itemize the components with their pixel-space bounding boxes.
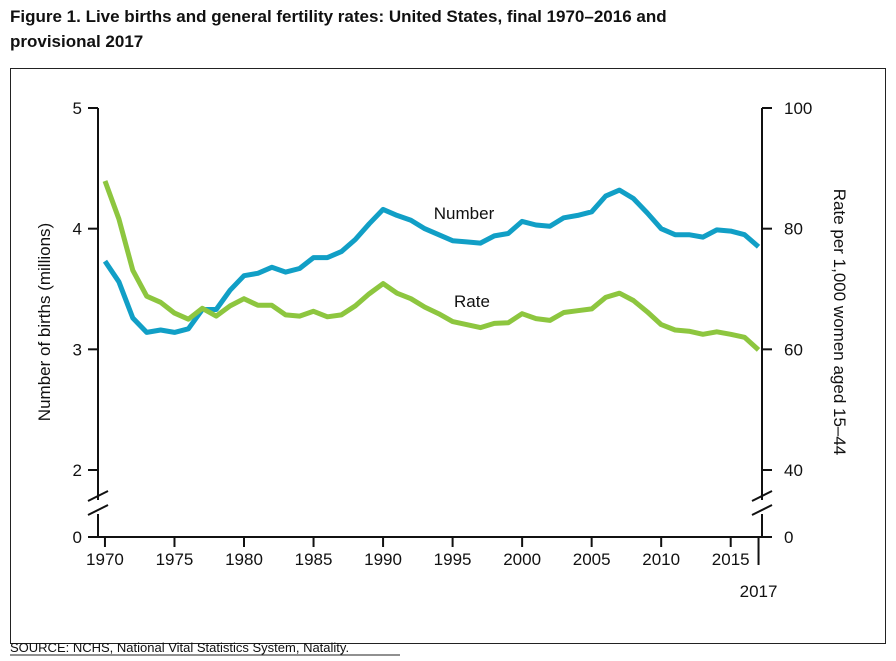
y-axis-label: Number of births (millions) [35, 223, 54, 421]
x-tick-label: 1990 [364, 550, 402, 569]
y2-tick-label: 0 [784, 528, 793, 547]
source: SOURCE: NCHS, National Vital Statistics … [10, 640, 349, 655]
frame [10, 68, 886, 644]
x-tick-label: 1985 [295, 550, 333, 569]
series-label: Number [434, 204, 495, 223]
y2-tick-label: 80 [784, 220, 803, 239]
series-label: Rate [454, 292, 490, 311]
x-tick-label: 2017 [740, 582, 778, 601]
y-tick-label: 2 [73, 461, 82, 480]
y2-tick-label: 40 [784, 461, 803, 480]
y-tick-label: 0 [73, 528, 82, 547]
y-tick-label: 4 [73, 220, 82, 239]
x-tick-label: 1980 [225, 550, 263, 569]
x-tick-label: 2015 [712, 550, 750, 569]
axis-break [751, 490, 773, 502]
chart-subtitle: provisional 2017 [10, 32, 143, 51]
chart-title: Figure 1. Live births and general fertil… [10, 7, 667, 26]
axis-break [87, 490, 109, 502]
y-tick-label: 3 [73, 340, 82, 359]
y2-tick-label: 100 [784, 99, 812, 118]
axis-break [751, 504, 773, 516]
y-tick-label: 5 [73, 99, 82, 118]
x-tick-label: 2005 [573, 550, 611, 569]
y2-tick-label: 60 [784, 340, 803, 359]
x-tick-label: 1975 [156, 550, 194, 569]
y2-axis-label: Rate per 1,000 women aged 15–44 [830, 189, 849, 456]
series-line [102, 180, 761, 352]
axis-break [87, 504, 109, 516]
x-tick-label: 1995 [434, 550, 472, 569]
x-tick-label: 2000 [503, 550, 541, 569]
x-tick-label: 1970 [86, 550, 124, 569]
x-tick-label: 2010 [642, 550, 680, 569]
series-line [102, 187, 761, 335]
